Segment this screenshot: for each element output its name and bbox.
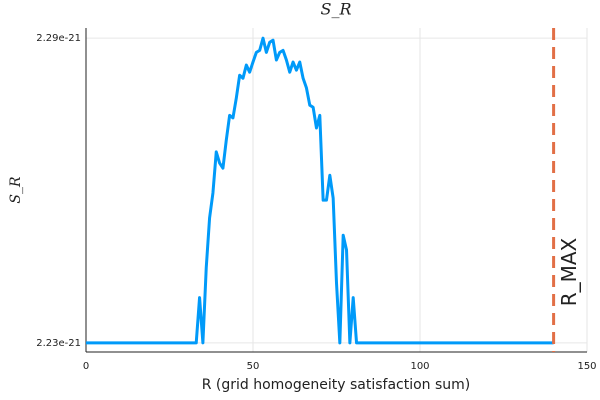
x-tick-label: 100 [410,361,429,372]
reference-label: R_MAX [557,237,581,306]
x-axis-label: R (grid homogeneity satisfaction sum) [202,377,471,393]
x-tick-label: 0 [83,361,89,372]
x-tick-label: 50 [247,361,260,372]
x-tick-label: 150 [577,361,596,372]
y-tick-label: 2.29e-21 [36,33,81,44]
line [86,36,554,345]
y-axis-label: S_R [8,176,24,204]
y-tick-label: 2.23e-21 [36,338,81,349]
chart-title: S_R [320,0,351,19]
